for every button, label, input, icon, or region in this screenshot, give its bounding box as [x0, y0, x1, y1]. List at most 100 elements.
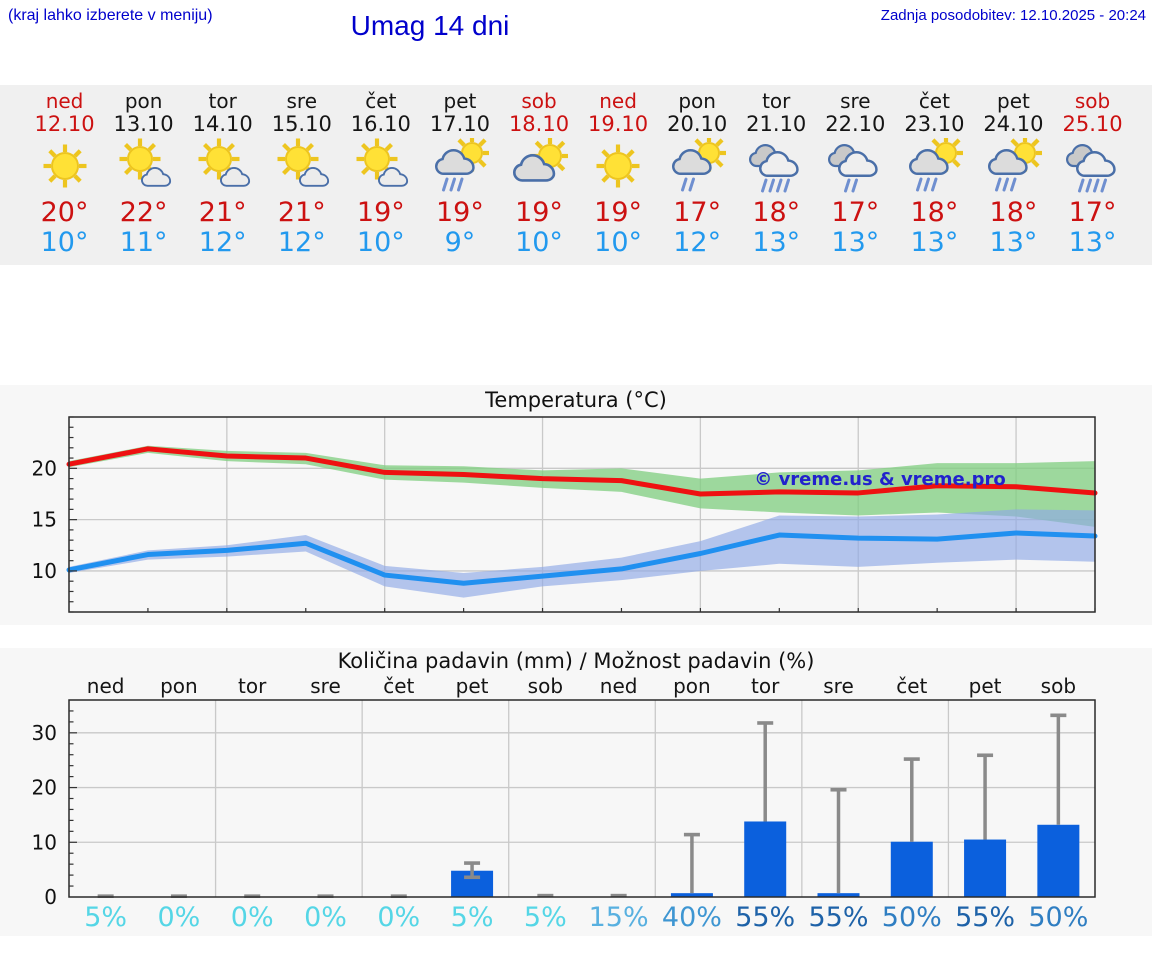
day-name: pon: [678, 89, 716, 113]
low-temp: 13°: [910, 227, 959, 258]
forecast-day-9: pon 20.10 17° 12°: [658, 85, 737, 265]
high-temp: 18°: [752, 197, 801, 228]
precip-day-label: pet: [456, 674, 489, 698]
high-temp: 21°: [277, 197, 326, 228]
forecast-day-6: pet 17.10 19° 9°: [420, 85, 499, 265]
watermark-link[interactable]: © vreme.us & vreme.pro: [754, 469, 1005, 490]
sun-cloud-icon: [119, 138, 171, 187]
precip-day-label: sre: [823, 674, 854, 698]
page-title: Umag 14 dni: [350, 10, 510, 41]
precip-bar: [670, 893, 713, 897]
low-temp: 12°: [198, 227, 247, 258]
precip-day-label: sob: [528, 674, 563, 698]
precip-probability: 5%: [451, 902, 494, 933]
cloud-sun-rain-icon: [434, 134, 491, 192]
precip-probability: 50%: [1028, 902, 1088, 933]
day-name: sre: [840, 89, 871, 113]
precip-bar: [964, 839, 1007, 897]
temperature-chart-section: Temperatura (°C) 10 15 20 © vreme.us & vrem…: [0, 385, 1152, 625]
day-date: 12.10: [34, 112, 95, 136]
sun-shape: [596, 144, 640, 188]
precip-ytick-label: 20: [32, 776, 57, 800]
forecast-day-10: tor 21.10 18° 13°: [737, 85, 816, 265]
precip-probability: 0%: [377, 902, 420, 933]
cloud-shape: [672, 148, 712, 176]
low-temp: 13°: [1068, 227, 1117, 258]
day-icon-holder: [974, 134, 1053, 194]
precip-day-label: pet: [969, 674, 1002, 698]
cloud-shape: [988, 148, 1029, 176]
location-menu-hint: (kraj lahko izberete v meniju): [8, 7, 213, 24]
precip-probability: 0%: [231, 902, 274, 933]
precip-bar: [817, 893, 860, 897]
high-temp: 17°: [673, 197, 722, 228]
rain-shape: [844, 178, 859, 193]
precip-gridlines: [69, 700, 1095, 897]
day-icon-holder: [104, 138, 183, 194]
clouds-rain-icon: [749, 143, 799, 193]
low-temp: 10°: [594, 227, 643, 258]
precip-probability: 50%: [882, 902, 942, 933]
day-icon-holder: [262, 138, 341, 194]
sun-shape: [119, 138, 161, 180]
precip-bar: [744, 821, 787, 897]
precip-probability: 5%: [524, 902, 567, 933]
day-name: čet: [365, 89, 397, 113]
max-temp-line: [66, 446, 1098, 497]
sun-icon: [596, 144, 640, 188]
cloud-shape: [512, 153, 556, 182]
rain-shape: [916, 177, 938, 192]
day-icon-holder: [895, 134, 974, 194]
day-date: 20.10: [667, 112, 728, 136]
high-temp: 21°: [198, 197, 247, 228]
precip-day-label: tor: [238, 674, 267, 698]
day-icon-holder: [420, 134, 499, 194]
precip-probability-row: 5% 0% 0% 0% 0% 5% 5% 15% 40% 55% 55% 50% 55% 50%: [84, 902, 1088, 933]
temp-axis-ticks: [69, 416, 1096, 613]
day-icon-holder: [737, 138, 816, 194]
sun-cloud-icon: [356, 138, 408, 187]
precip-probability: 5%: [84, 902, 127, 933]
precip-probability: 15%: [589, 902, 649, 933]
day-date: 21.10: [746, 112, 807, 136]
day-icon-holder: [183, 138, 262, 194]
precip-whiskers: [97, 713, 1067, 898]
day-name: ned: [599, 89, 637, 113]
high-temp: 19°: [515, 197, 563, 228]
temperature-chart-title: Temperatura (°C): [485, 388, 667, 412]
cloud-shape: [909, 148, 950, 176]
day-name: sob: [1074, 89, 1111, 113]
low-temp: 13°: [989, 227, 1038, 258]
day-name: čet: [918, 89, 950, 113]
cloud-shape: [434, 148, 475, 176]
forecast-day-7: sob 18.10 19° 10°: [499, 85, 578, 265]
precip-probability: 55%: [955, 902, 1015, 933]
precipitation-chart-section: Količina padavin (mm) / Možnost padavin …: [0, 648, 1152, 936]
cloud-sun-rain-icon: [988, 134, 1044, 192]
temperature-chart: 10 15 20 © vreme.us & vreme.pro: [32, 416, 1098, 613]
sun-shape: [356, 138, 398, 180]
cloud-shape: [219, 166, 250, 187]
temp-ytick-label: 20: [32, 456, 57, 480]
day-date: 18.10: [508, 112, 570, 136]
precipitation-chart: ned pon tor sre čet pet sob ned pon tor sre čet pet s…: [32, 674, 1096, 933]
rain-shape: [681, 177, 696, 192]
precip-axis-ticks: [69, 710, 77, 887]
low-temp: 13°: [831, 227, 880, 258]
forecast-day-13: pet 24.10 18° 13°: [974, 85, 1053, 265]
temp-plot-border: [68, 416, 1096, 613]
day-date: 22.10: [825, 112, 886, 136]
forecast-day-1: ned 12.10 20° 10°: [25, 85, 104, 265]
precip-probability: 0%: [304, 902, 347, 933]
day-icon-holder: [499, 136, 578, 194]
cloud-sun-rain-icon: [909, 134, 965, 192]
day-name: pet: [443, 89, 477, 113]
low-temp: 11°: [119, 227, 168, 258]
last-updated: Zadnja posodobitev: 12.10.2025 - 20:24: [880, 7, 1146, 24]
rain-shape: [995, 177, 1017, 192]
precip-day-label: sre: [310, 674, 341, 698]
low-temp: 10°: [356, 227, 405, 258]
day-date: 23.10: [904, 112, 965, 136]
day-date: 25.10: [1062, 112, 1123, 136]
high-temp: 18°: [910, 197, 959, 228]
